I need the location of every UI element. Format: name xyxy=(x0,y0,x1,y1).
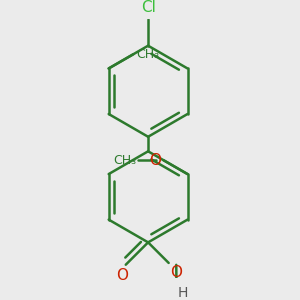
Text: CH₃: CH₃ xyxy=(136,48,159,61)
Text: O: O xyxy=(170,266,182,280)
Text: H: H xyxy=(178,286,188,300)
Text: CH₃: CH₃ xyxy=(113,154,136,167)
Text: Cl: Cl xyxy=(141,0,155,15)
Text: O: O xyxy=(116,268,128,283)
Text: O: O xyxy=(149,153,161,168)
